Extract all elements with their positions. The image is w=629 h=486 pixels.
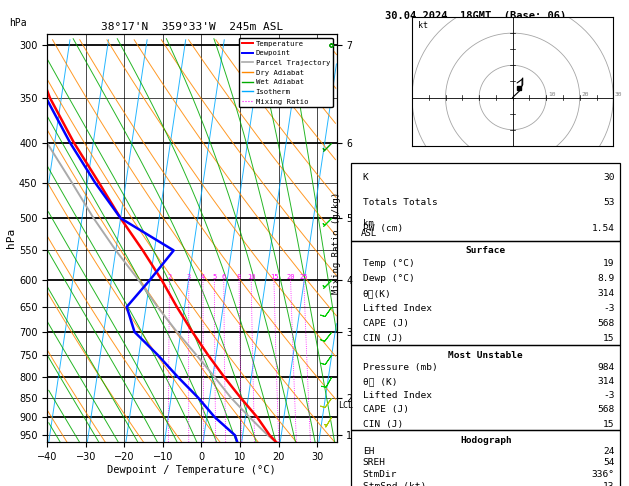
Text: Dewp (°C): Dewp (°C) [363,274,415,283]
Text: 30.04.2024  18GMT  (Base: 06): 30.04.2024 18GMT (Base: 06) [385,11,566,21]
Text: Most Unstable: Most Unstable [448,351,523,360]
Text: 8.9: 8.9 [598,274,615,283]
Text: 20: 20 [286,274,295,280]
Text: 20: 20 [581,92,589,97]
Text: 2: 2 [167,274,172,280]
Text: 15: 15 [603,334,615,343]
Text: SREH: SREH [363,458,386,468]
Text: CAPE (J): CAPE (J) [363,319,409,328]
Text: PW (cm): PW (cm) [363,225,403,233]
Text: -3: -3 [603,391,615,400]
Text: 1.54: 1.54 [591,225,615,233]
Text: Lifted Index: Lifted Index [363,304,431,313]
Text: 8: 8 [237,274,241,280]
Text: Temp (°C): Temp (°C) [363,259,415,268]
Text: 10: 10 [548,92,555,97]
Text: 5: 5 [212,274,216,280]
Text: 3: 3 [187,274,191,280]
Text: 314: 314 [598,289,615,298]
Text: K: K [363,173,369,182]
Text: 4: 4 [201,274,205,280]
Bar [351,163,620,241]
Text: Mixing Ratio (g/kg): Mixing Ratio (g/kg) [332,192,341,294]
Text: θᴄ (K): θᴄ (K) [363,377,398,386]
Text: 30: 30 [603,173,615,182]
Text: 24: 24 [603,447,615,456]
Text: hPa: hPa [9,18,27,28]
Y-axis label: hPa: hPa [6,228,16,248]
Text: 984: 984 [598,363,615,372]
Text: 568: 568 [598,405,615,415]
Text: 13: 13 [603,482,615,486]
X-axis label: Dewpoint / Temperature (°C): Dewpoint / Temperature (°C) [108,465,276,475]
Text: LCL: LCL [338,401,353,410]
Bar [351,430,620,486]
Text: Lifted Index: Lifted Index [363,391,431,400]
Text: 53: 53 [603,198,615,208]
Text: -3: -3 [603,304,615,313]
Text: 19: 19 [603,259,615,268]
Text: EH: EH [363,447,374,456]
Text: CIN (J): CIN (J) [363,334,403,343]
Text: θᴄ(K): θᴄ(K) [363,289,392,298]
Text: 568: 568 [598,319,615,328]
Text: 30: 30 [615,92,623,97]
Text: CIN (J): CIN (J) [363,419,403,429]
Text: CAPE (J): CAPE (J) [363,405,409,415]
Text: 25: 25 [299,274,308,280]
Bar [351,241,620,345]
Text: 15: 15 [270,274,278,280]
Bar [351,345,620,430]
Text: 54: 54 [603,458,615,468]
Text: Hodograph: Hodograph [460,436,511,445]
Text: kt: kt [418,21,428,30]
Text: 6: 6 [221,274,226,280]
Text: StmDir: StmDir [363,470,398,479]
Text: Surface: Surface [465,246,506,256]
Text: Totals Totals: Totals Totals [363,198,438,208]
Text: 15: 15 [603,419,615,429]
Text: StmSpd (kt): StmSpd (kt) [363,482,426,486]
Legend: Temperature, Dewpoint, Parcel Trajectory, Dry Adiabat, Wet Adiabat, Isotherm, Mi: Temperature, Dewpoint, Parcel Trajectory… [239,37,333,107]
Title: 38°17'N  359°33'W  245m ASL: 38°17'N 359°33'W 245m ASL [101,22,283,32]
Text: 314: 314 [598,377,615,386]
Text: 10: 10 [247,274,255,280]
Y-axis label: km
ASL: km ASL [360,219,377,238]
Text: 336°: 336° [591,470,615,479]
Text: Pressure (mb): Pressure (mb) [363,363,438,372]
